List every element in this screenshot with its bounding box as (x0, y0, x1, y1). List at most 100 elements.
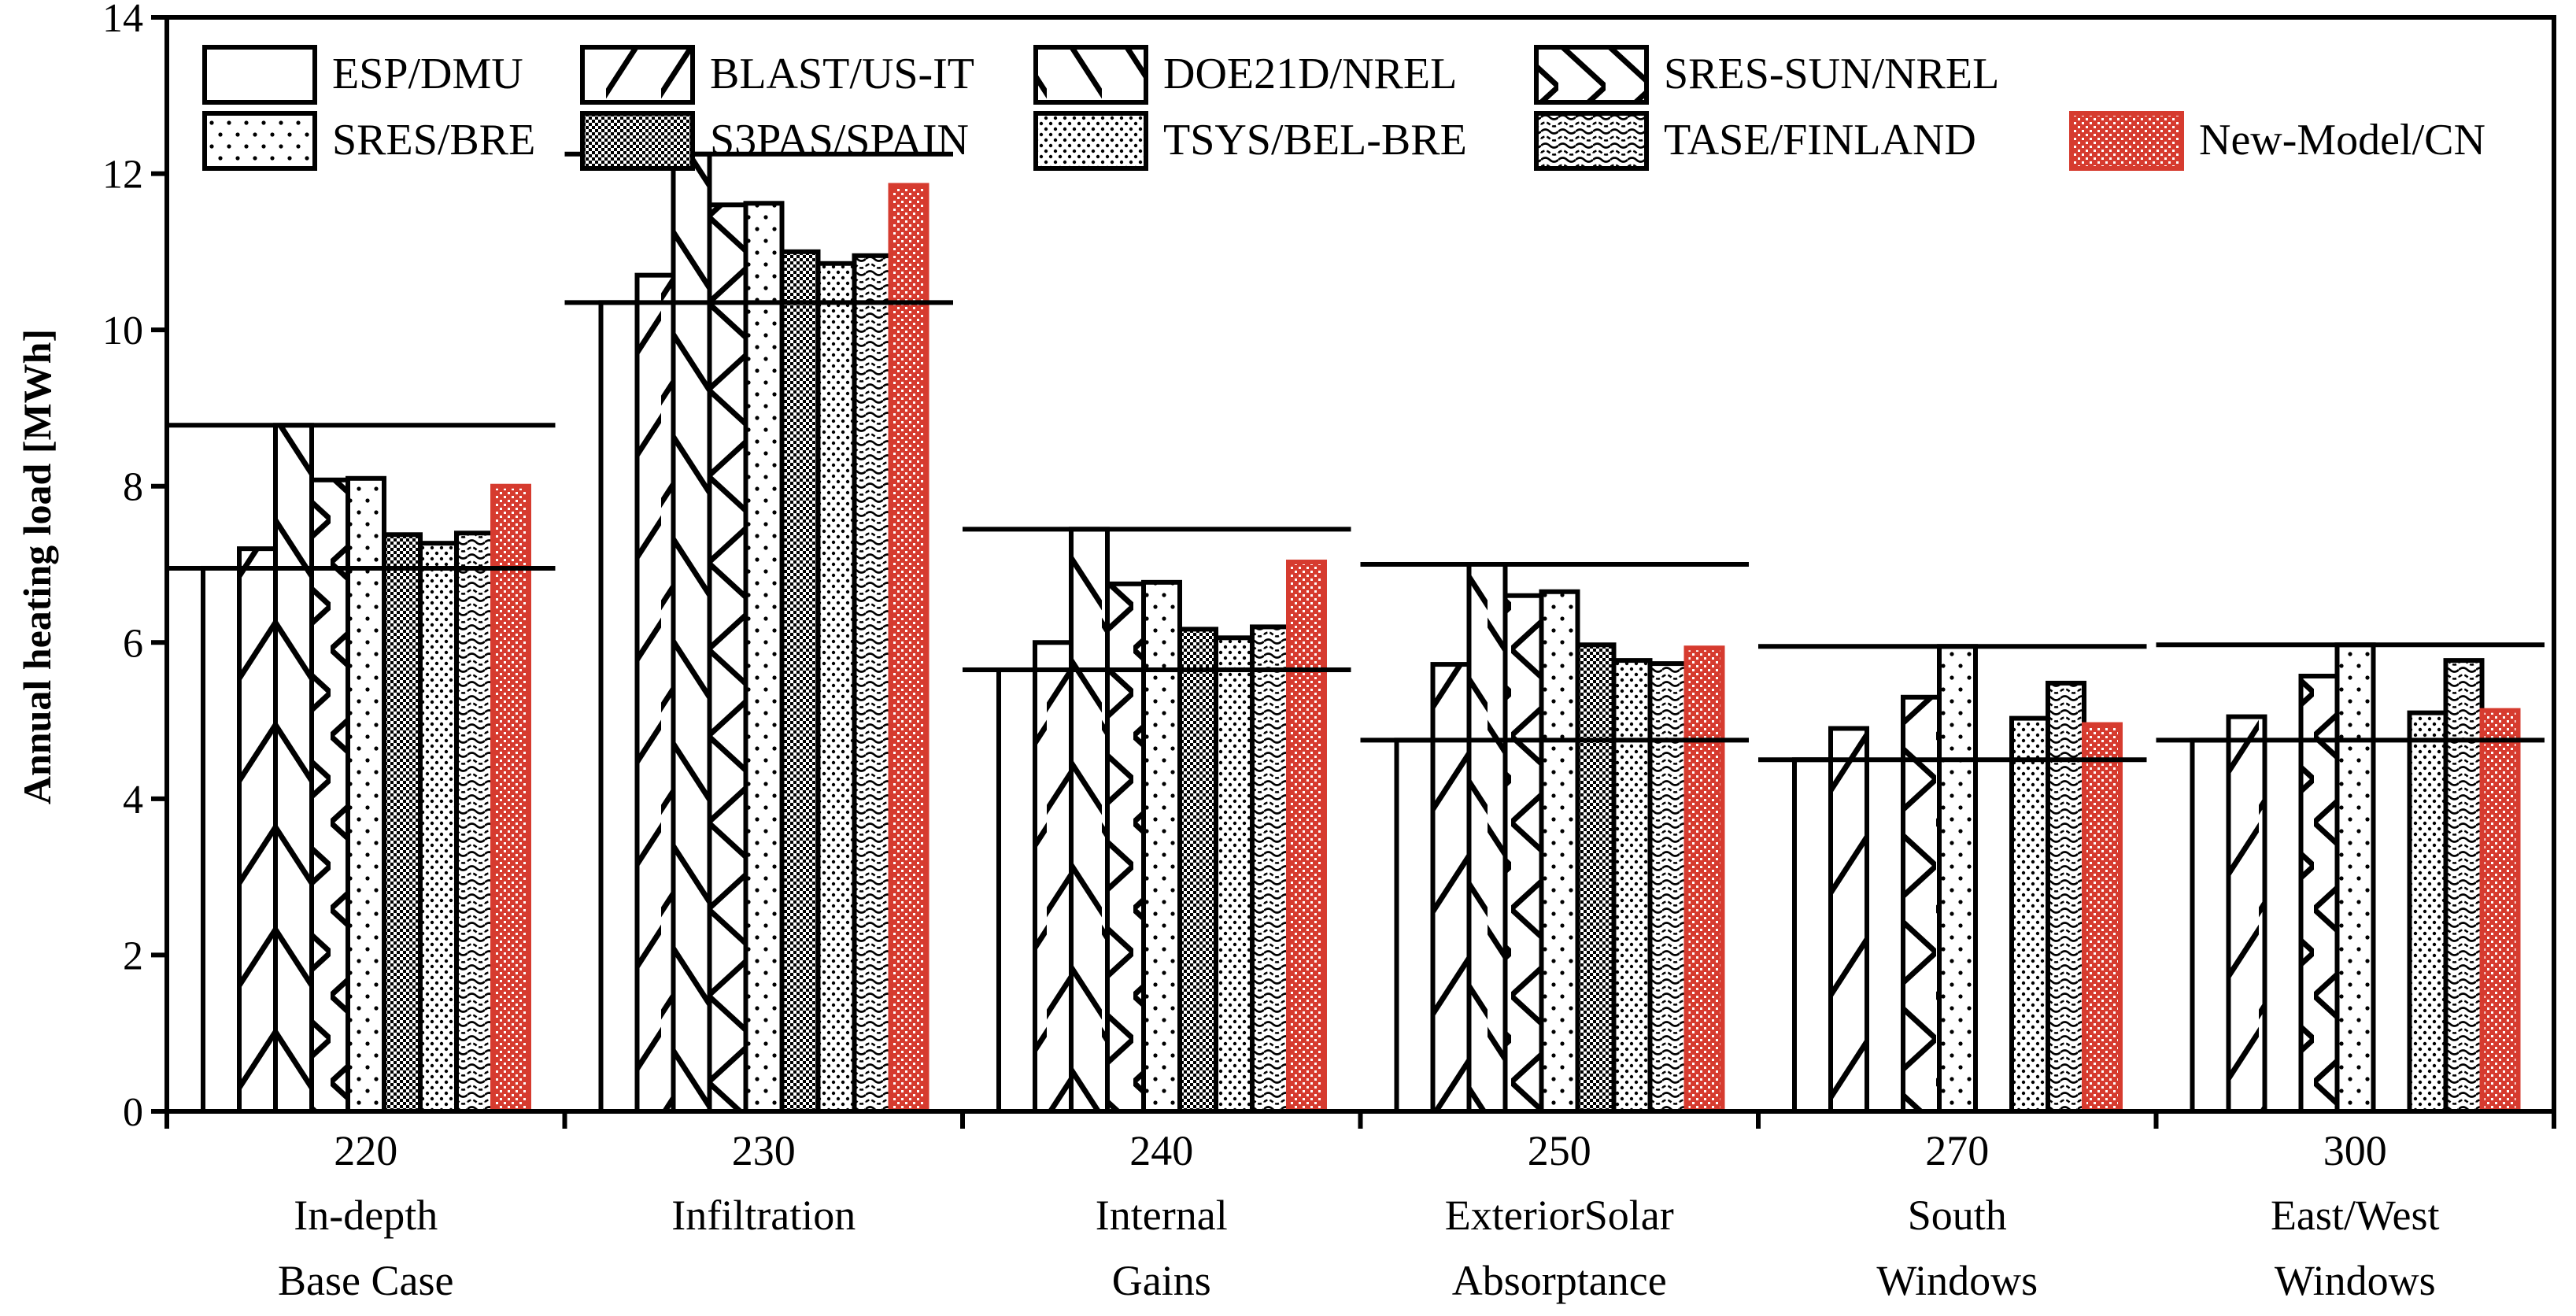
x-tick-label-line2: Windows (2275, 1257, 2436, 1304)
legend-item-tase-finland: TASE/FINLAND (1534, 111, 1976, 171)
legend-swatch (580, 111, 695, 171)
bars-layer (201, 151, 2521, 1115)
bar-250-sres-bre (1539, 589, 1580, 1114)
y-tick-label: 14 (102, 0, 143, 41)
bar-250-sres-sun-nrel (1502, 593, 1544, 1114)
legend-item-doe21d-nrel: DOE21D/NREL (1033, 45, 1457, 105)
bar-230-s3pas-spain (779, 249, 821, 1114)
bar-250-esp-dmu (1394, 737, 1436, 1115)
legend-item-blast-us-it: BLAST/US-IT (580, 45, 974, 105)
bar-230-blast-us-it (634, 272, 676, 1115)
x-tick-label-code: 250 (1528, 1127, 1591, 1174)
bar-300-sres-bre (2334, 642, 2376, 1114)
bar-240-sres-sun-nrel (1105, 581, 1146, 1114)
bar-230-tsys-bel-bre (815, 261, 857, 1114)
legend-swatch (1033, 111, 1148, 171)
bar-250-tsys-bel-bre (1611, 658, 1653, 1114)
legend-swatch (1033, 45, 1148, 105)
bar-250-new-model-cn (1683, 645, 1725, 1114)
legend-label: TSYS/BEL-BRE (1163, 116, 1467, 164)
y-tick-label: 10 (102, 309, 143, 353)
bar-230-new-model-cn (888, 183, 930, 1115)
legend-swatch (2069, 111, 2184, 171)
y-tick-label: 12 (102, 153, 143, 198)
x-tick-label-line2: Windows (1876, 1257, 2038, 1304)
bar-240-sres-bre (1141, 579, 1182, 1114)
x-tick-label-line1: ExteriorSolar (1445, 1192, 1674, 1239)
legend-label: TASE/FINLAND (1664, 116, 1976, 164)
bar-240-doe21d-nrel (1069, 527, 1110, 1114)
x-tick-label-line1: In-depth (294, 1192, 438, 1239)
x-tick-label-code: 240 (1129, 1127, 1193, 1174)
legend-swatch (202, 111, 317, 171)
legend-label: S3PAS/SPAIN (710, 116, 969, 164)
bar-270-blast-us-it (1828, 726, 1869, 1114)
bar-220-blast-us-it (237, 546, 278, 1114)
legend-label: New-Model/CN (2199, 116, 2485, 164)
y-axis-label: Annual heating load [MWh] (15, 329, 59, 804)
x-tick-label-line1: East/West (2271, 1192, 2440, 1239)
x-tick-label-line1: South (1908, 1192, 2007, 1239)
x-tick-label-line1: Internal (1096, 1192, 1228, 1239)
bar-250-doe21d-nrel (1466, 562, 1508, 1114)
y-tick-label: 4 (123, 778, 143, 823)
legend-swatch (202, 45, 317, 105)
legend: ESP/DMU BLAST/US-IT DOE21D/NREL SRES-SUN/NR… (202, 45, 2485, 171)
bar-230-sres-sun-nrel (707, 202, 748, 1114)
bar-230-doe21d-nrel (671, 151, 712, 1114)
bar-250-blast-us-it (1430, 662, 1472, 1114)
legend-label: BLAST/US-IT (710, 50, 974, 98)
bar-230-tase-finland (852, 253, 893, 1115)
legend-swatch (1534, 111, 1649, 171)
legend-item-tsys-bel-bre: TSYS/BEL-BRE (1033, 111, 1467, 171)
bar-220-s3pas-spain (382, 532, 423, 1114)
legend-item-sres-bre: SRES/BRE (202, 111, 535, 171)
bar-270-sres-bre (1937, 644, 1978, 1114)
legend-item-sres-sun-nrel: SRES-SUN/NREL (1534, 45, 1999, 105)
bar-250-tase-finland (1647, 661, 1689, 1114)
legend-item-new-model-cn: New-Model/CN (2069, 111, 2485, 171)
bar-220-doe21d-nrel (273, 423, 314, 1114)
bar-220-sres-sun-nrel (309, 477, 350, 1114)
bar-230-esp-dmu (598, 300, 640, 1115)
bar-220-tsys-bel-bre (418, 541, 459, 1114)
x-tick-label-code: 300 (2323, 1127, 2387, 1174)
bar-300-tase-finland (2443, 658, 2485, 1114)
legend-swatch (580, 45, 695, 105)
y-tick-label: 2 (123, 933, 143, 978)
y-tick-label: 0 (123, 1090, 143, 1135)
axes-layer: 0 2 4 6 8 10 12 14 220 In-depth Base Case 230 Infilt… (102, 0, 2556, 1304)
bar-240-tsys-bel-bre (1214, 635, 1255, 1114)
x-tick-label-line2: Base Case (278, 1257, 453, 1304)
y-tick-label: 6 (123, 621, 143, 666)
range-lines-layer (167, 151, 2545, 763)
legend-label: SRES/BRE (332, 116, 535, 164)
legend-label: DOE21D/NREL (1163, 50, 1457, 98)
bar-220-sres-bre (346, 475, 386, 1114)
bar-240-esp-dmu (996, 667, 1037, 1114)
bar-270-new-model-cn (2082, 722, 2123, 1114)
legend-item-s3pas-spain: S3PAS/SPAIN (580, 111, 969, 171)
legend-label: ESP/DMU (332, 50, 523, 98)
legend-item-esp-dmu: ESP/DMU (202, 45, 523, 105)
bar-220-new-model-cn (490, 483, 531, 1114)
bar-220-esp-dmu (201, 565, 242, 1114)
legend-swatch (1534, 45, 1649, 105)
x-tick-label-line2: Absorptance (1452, 1257, 1667, 1304)
x-tick-label-line1: Infiltration (671, 1192, 856, 1239)
bar-240-new-model-cn (1286, 560, 1327, 1114)
bar-240-blast-us-it (1033, 640, 1074, 1114)
bar-240-tase-finland (1250, 624, 1291, 1114)
bar-300-blast-us-it (2226, 714, 2267, 1114)
bar-300-esp-dmu (2190, 737, 2231, 1115)
x-tick-label-code: 270 (1925, 1127, 1989, 1174)
bar-300-new-model-cn (2479, 708, 2521, 1115)
bar-220-tase-finland (454, 530, 495, 1114)
legend-label: SRES-SUN/NREL (1664, 50, 1999, 98)
bar-300-tsys-bel-bre (2407, 710, 2448, 1115)
bar-250-s3pas-spain (1575, 642, 1617, 1114)
bar-230-sres-bre (743, 201, 785, 1114)
x-tick-label-code: 230 (732, 1127, 796, 1174)
bar-270-tsys-bel-bre (2009, 715, 2050, 1114)
x-tick-label-code: 220 (334, 1127, 397, 1174)
